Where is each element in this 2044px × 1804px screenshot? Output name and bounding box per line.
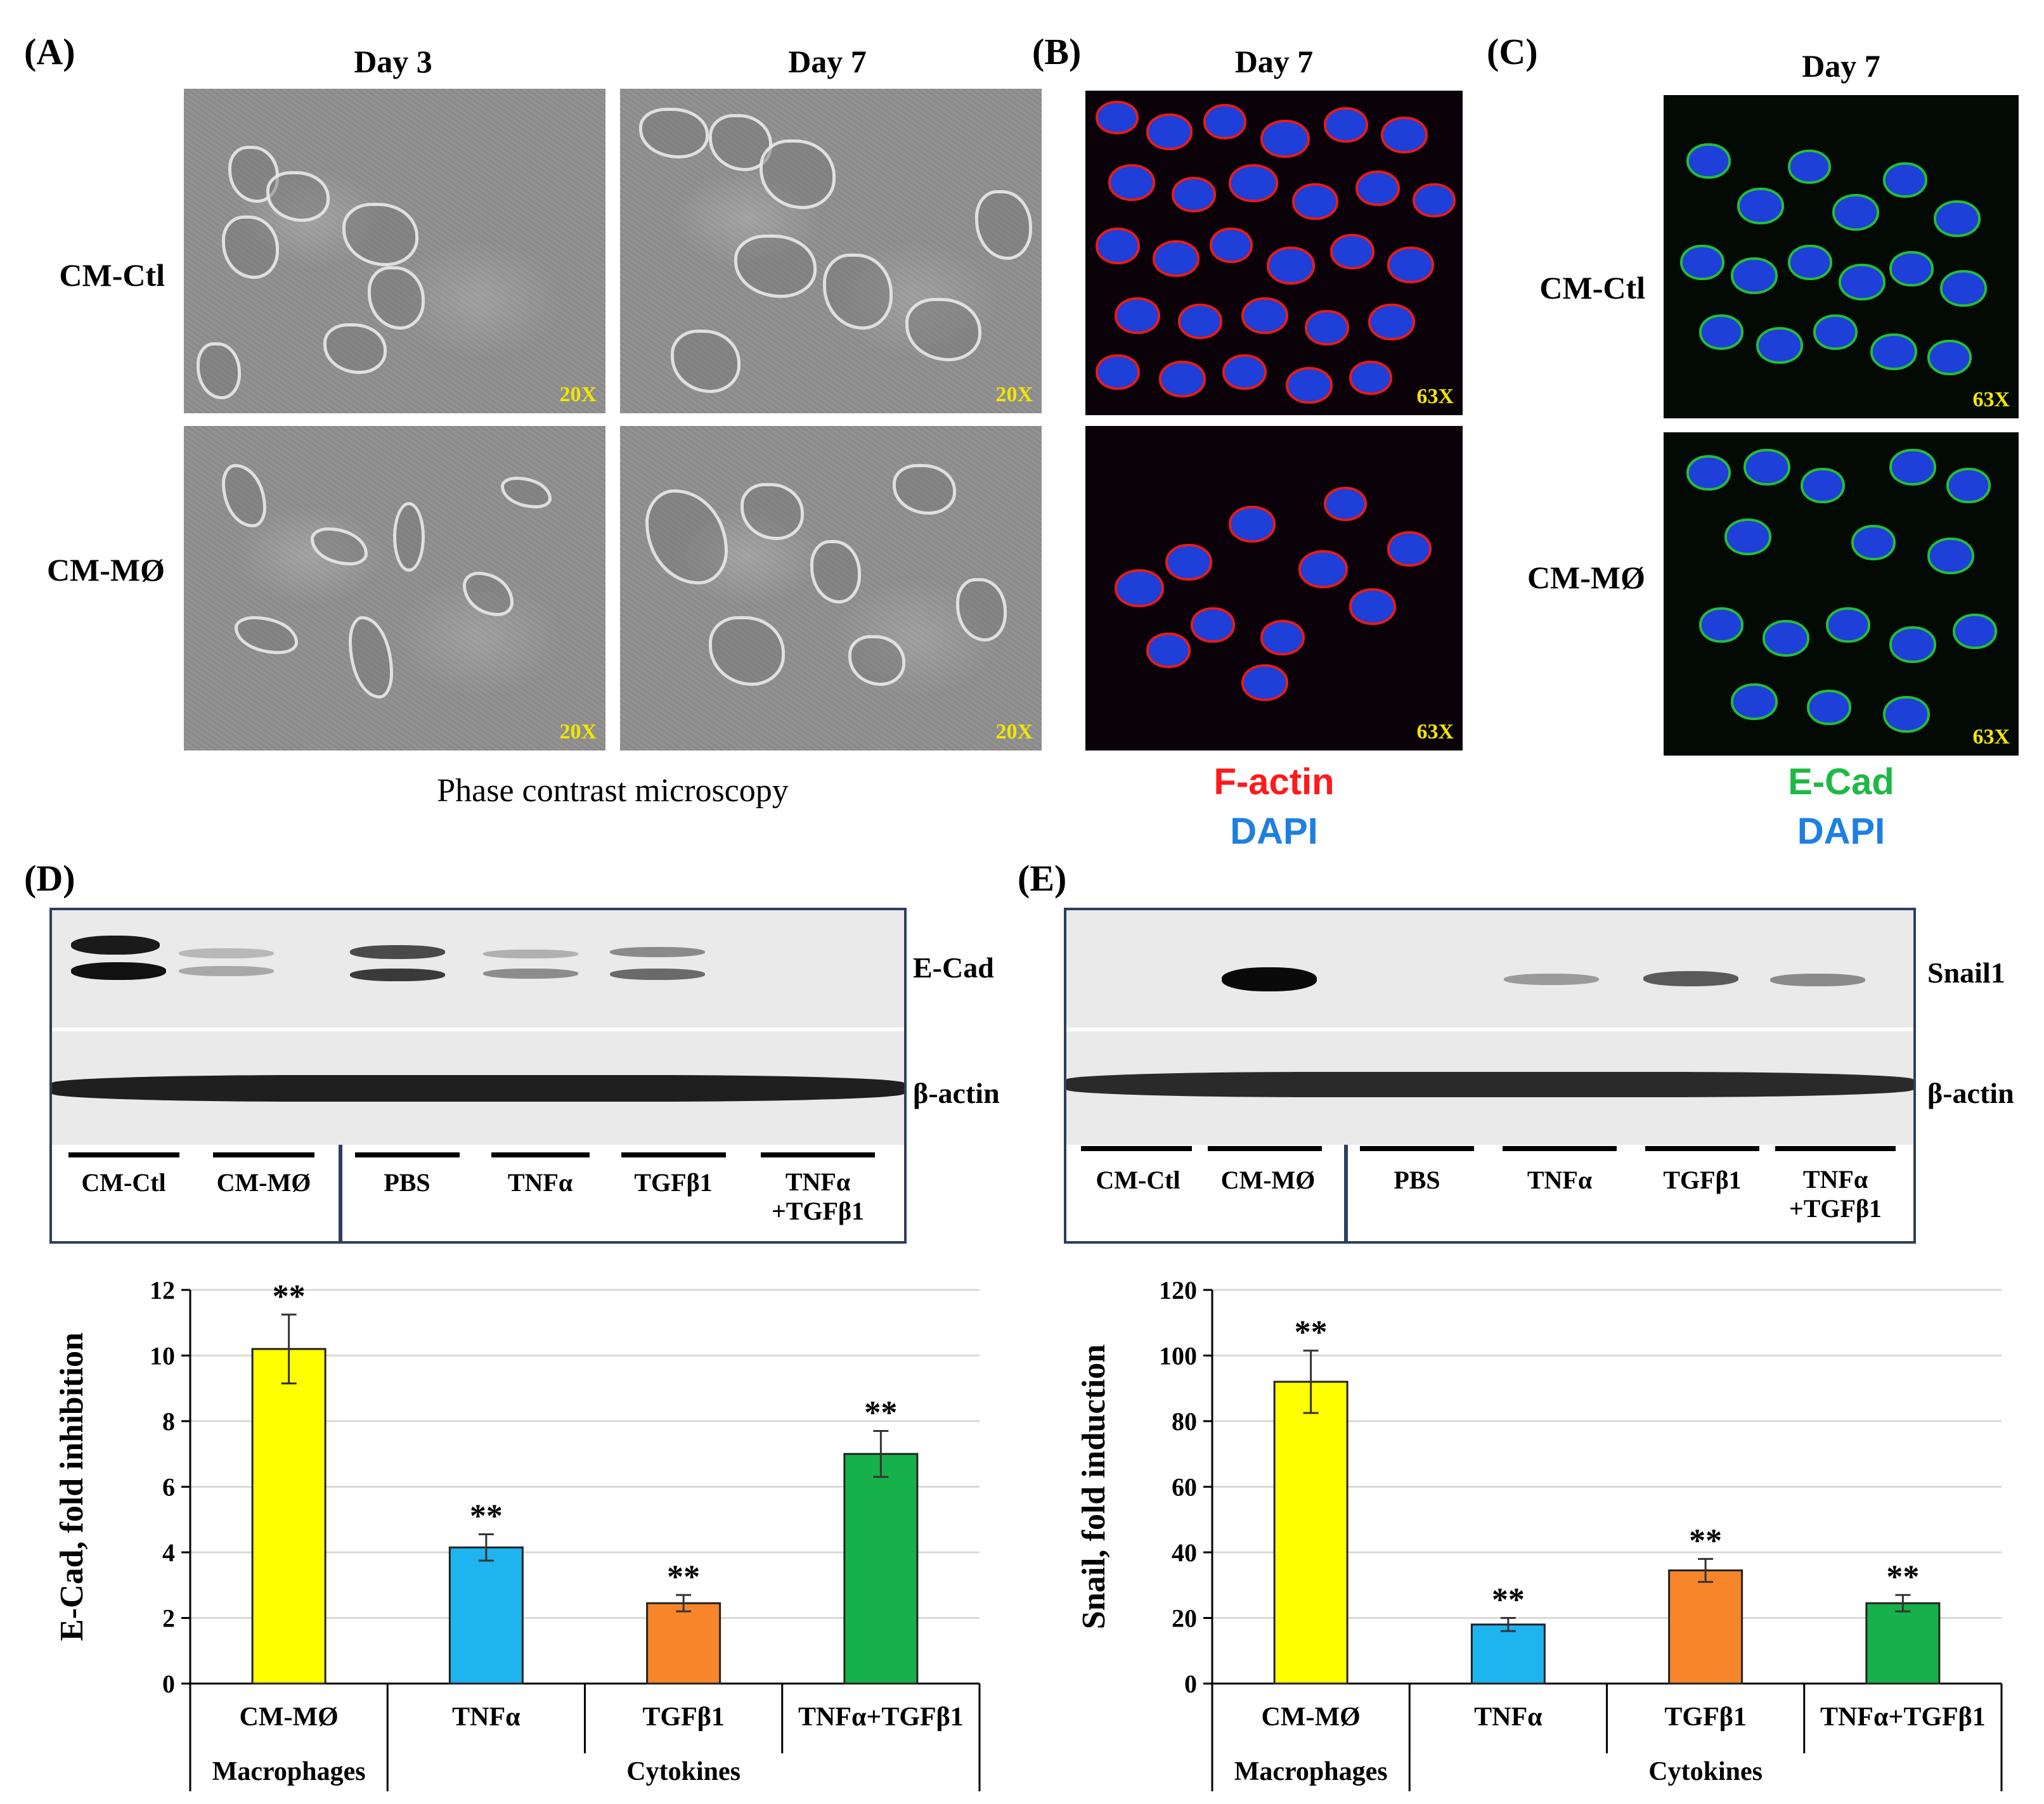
phase-image-ctl-day3: 20X <box>184 89 605 413</box>
panel-e-y-axis-label: Snail, fold induction <box>1076 1344 1112 1629</box>
confocal-ecad-ctl: 63X <box>1664 95 2019 418</box>
panel-d-bar-chart: 0 2 4 6 8 10 12 E-Cad, fold inhibition ** CM-MØ **… <box>54 1276 981 1791</box>
panel-e-y-tick-label: 120 <box>1159 1276 1197 1305</box>
panel-b-stain-dapi: DAPI <box>1230 811 1318 852</box>
panel-e-y-tick-label: 80 <box>1172 1407 1197 1436</box>
panel-d-label: (D) <box>24 858 75 899</box>
panel-e-x-tick-label: TNFα+TGFβ1 <box>1820 1703 1986 1732</box>
panel-d-blot-image <box>52 910 904 1145</box>
panel-d-lane-cmmo: CM-MØ <box>216 1168 311 1197</box>
panel-d-x-tick-label: CM-MØ <box>239 1703 338 1732</box>
panel-e-protein-snail1: Snail1 <box>1927 957 2005 989</box>
panel-d-y-tick-label: 0 <box>162 1670 175 1698</box>
confocal-factin-mo: 63X <box>1085 426 1463 751</box>
panel-d-significance-label: ** <box>470 1498 503 1535</box>
panel-d-protein-bactin: β-actin <box>913 1077 1000 1109</box>
panel-e-blot-image <box>1066 910 1913 1145</box>
panel-d-y-tick-label: 10 <box>150 1342 175 1370</box>
panel-e-significance-label: ** <box>1886 1559 1919 1595</box>
panel-e-significance-label: ** <box>1295 1315 1328 1351</box>
panel-b-label: (B) <box>1032 31 1082 72</box>
panel-e-y-tick-label: 20 <box>1172 1604 1197 1633</box>
panel-e-bar <box>1865 1602 1941 1685</box>
panel-e-lane-cmctl: CM-Ctl <box>1096 1166 1180 1194</box>
panel-d-lane-cmctl: CM-Ctl <box>81 1168 166 1197</box>
panel-b-header: Day 7 <box>1234 44 1314 79</box>
panel-d-lane-tnfa-tgfb1: TNFα +TGFβ1 <box>771 1168 865 1225</box>
confocal-ecad-mo: 63X <box>1664 432 2019 756</box>
panel-d-lane-tgfb1: TGFβ1 <box>634 1168 713 1197</box>
phase-image-mo-day7: 20X <box>620 426 1042 751</box>
panel-a-header-day7: Day 7 <box>788 44 867 79</box>
panel-e-bar <box>1668 1569 1743 1685</box>
panel-c-header: Day 7 <box>1802 48 1880 84</box>
panel-e-lane-tnfa-tgfb1: TNFα +TGFβ1 <box>1789 1165 1882 1223</box>
panel-d-bar <box>448 1546 524 1685</box>
panel-a-row-mo: CM-MØ <box>46 552 165 588</box>
panel-c-stain-ecad: E-Cad <box>1788 761 1894 802</box>
panel-e-x-tick-label: TGFβ1 <box>1664 1703 1746 1732</box>
magnification-label: 63X <box>1972 388 2010 411</box>
panel-d-protein-ecad: E-Cad <box>913 951 994 984</box>
panel-e-label: (E) <box>1018 858 1067 899</box>
panel-a-header-day3: Day 3 <box>354 44 432 79</box>
panel-d-bar <box>843 1453 919 1685</box>
panel-e-bar <box>1273 1381 1349 1685</box>
panel-e-lane-tnfa: TNFα <box>1527 1166 1593 1194</box>
panel-d-significance-label: ** <box>667 1559 700 1595</box>
magnification-label: 63X <box>1416 385 1454 408</box>
panel-d-y-tick-label: 2 <box>162 1604 175 1633</box>
magnification-label: 20X <box>995 720 1033 744</box>
panel-e-bar-chart: 0 20 40 60 80 100 120 Snail, fold induction ** CM… <box>1076 1276 2003 1791</box>
panel-e-significance-label: ** <box>1689 1523 1722 1559</box>
magnification-label: 20X <box>559 383 597 406</box>
panel-b-stain-factin: F-actin <box>1213 761 1335 802</box>
panel-d-bar <box>251 1348 327 1685</box>
magnification-label: 20X <box>559 720 597 744</box>
panel-e-y-tick-label: 0 <box>1184 1670 1197 1698</box>
panel-a-row-ctl: CM-Ctl <box>59 257 165 293</box>
panel-c-row-mo: CM-MØ <box>1527 560 1645 595</box>
panel-e-lane-pbs: PBS <box>1394 1166 1440 1194</box>
panel-e-significance-label: ** <box>1492 1582 1525 1618</box>
panel-d-lane-pbs: PBS <box>384 1168 430 1197</box>
confocal-factin-ctl: 63X <box>1085 91 1463 415</box>
panel-d-bar <box>646 1602 721 1685</box>
panel-e-y-tick-label: 60 <box>1172 1473 1197 1502</box>
panel-d-y-tick-label: 8 <box>162 1407 175 1436</box>
panel-e-lane-cmmo: CM-MØ <box>1220 1166 1316 1194</box>
panel-e-group-label: Cytokines <box>1648 1757 1763 1786</box>
panel-e-lane-tgfb1: TGFβ1 <box>1663 1166 1742 1194</box>
panel-d-group-label: Cytokines <box>626 1757 741 1786</box>
magnification-label: 63X <box>1416 720 1454 744</box>
panel-a-caption: Phase contrast microscopy <box>437 773 789 809</box>
panel-e-bar <box>1470 1623 1546 1685</box>
panel-d-y-tick-label: 6 <box>162 1473 175 1502</box>
magnification-label: 63X <box>1972 725 2010 749</box>
panel-e-y-tick-label: 40 <box>1172 1538 1197 1567</box>
panel-d-significance-label: ** <box>273 1279 306 1315</box>
panel-d-significance-label: ** <box>864 1395 897 1431</box>
panel-d-y-axis-label: E-Cad, fold inhibition <box>54 1332 90 1641</box>
panel-a-label: (A) <box>24 31 75 72</box>
magnification-label: 20X <box>995 383 1033 406</box>
panel-d-x-tick-label: TGFβ1 <box>642 1703 724 1732</box>
panel-e-group-label: Macrophages <box>1234 1757 1388 1786</box>
panel-c-row-ctl: CM-Ctl <box>1539 270 1645 306</box>
panel-c-stain-dapi: DAPI <box>1797 811 1886 852</box>
panel-d-y-tick-label: 4 <box>162 1538 175 1567</box>
panel-d-y-tick-label: 12 <box>150 1276 175 1305</box>
panel-c-label: (C) <box>1487 31 1538 72</box>
panel-e-x-tick-label: TNFα <box>1474 1703 1543 1732</box>
panel-e-x-tick-label: CM-MØ <box>1261 1703 1360 1732</box>
panel-d-x-tick-label: TNFα <box>452 1703 521 1732</box>
panel-e-y-tick-label: 100 <box>1159 1342 1197 1370</box>
phase-image-mo-day3: 20X <box>184 426 605 751</box>
panel-e-protein-bactin: β-actin <box>1927 1077 2014 1109</box>
panel-d-lane-tnfa: TNFα <box>507 1168 573 1197</box>
panel-d-group-label: Macrophages <box>212 1757 366 1786</box>
panel-d-x-tick-label: TNFα+TGFβ1 <box>798 1703 964 1732</box>
phase-image-ctl-day7: 20X <box>620 89 1042 413</box>
